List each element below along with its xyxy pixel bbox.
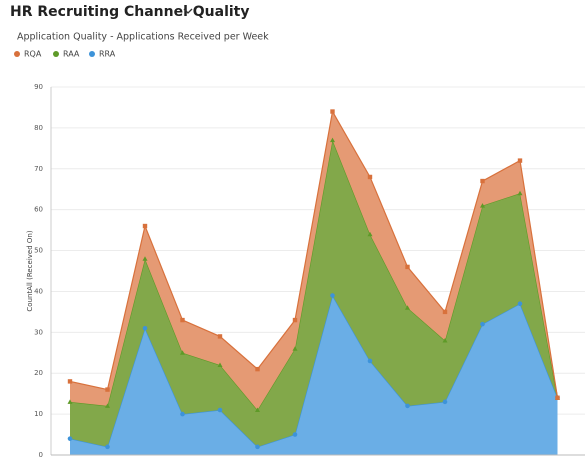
area <box>70 111 558 411</box>
marker <box>405 264 410 270</box>
marker <box>517 190 523 196</box>
area <box>70 140 558 447</box>
y-tick-label: 80 <box>34 124 43 132</box>
marker <box>67 399 73 404</box>
marker <box>330 137 335 143</box>
marker <box>555 395 560 400</box>
area-line <box>69 109 559 398</box>
legend-swatch <box>89 51 95 57</box>
area <box>70 295 558 455</box>
marker <box>367 174 373 180</box>
page-title: HR Recruiting Channel Quality <box>10 4 250 20</box>
marker <box>367 358 373 364</box>
legend-swatch <box>14 51 20 57</box>
title-chevron[interactable] <box>183 8 193 14</box>
marker <box>255 444 260 450</box>
marker <box>367 231 373 237</box>
marker <box>105 444 110 450</box>
marker <box>217 407 223 413</box>
marker <box>67 436 73 441</box>
chart-title: Application Quality - Applications Recei… <box>17 32 269 43</box>
y-axis-label: CountAll (Received On) <box>26 230 34 311</box>
marker <box>292 317 298 323</box>
marker <box>142 223 148 229</box>
marker <box>480 178 485 184</box>
marker <box>180 317 185 323</box>
marker <box>292 346 298 351</box>
marker <box>517 301 523 307</box>
y-tick-label: 20 <box>34 369 43 377</box>
y-tick-label: 50 <box>34 247 43 255</box>
y-tick-label: 70 <box>34 165 43 173</box>
y-tick-label: 10 <box>34 410 43 418</box>
marker <box>105 403 110 408</box>
marker <box>442 338 448 343</box>
y-tick-label: 60 <box>34 206 43 214</box>
y-tick-label: 0 <box>39 451 43 459</box>
legend-label: RRA <box>99 50 116 59</box>
marker <box>405 305 410 310</box>
marker <box>330 109 335 114</box>
marker <box>255 407 260 413</box>
marker <box>480 203 485 208</box>
marker <box>405 403 410 409</box>
marker <box>180 411 185 417</box>
marker <box>292 432 298 437</box>
marker <box>442 309 448 315</box>
legend-swatch <box>53 51 59 57</box>
marker <box>217 362 223 368</box>
y-tick-label: 30 <box>34 328 43 336</box>
marker <box>67 379 73 384</box>
y-tick-label: 90 <box>34 83 43 91</box>
legend-label: RAA <box>63 50 80 59</box>
marker <box>255 366 260 372</box>
marker <box>480 321 485 327</box>
marker <box>517 158 523 163</box>
marker <box>105 387 110 392</box>
marker <box>142 325 148 331</box>
marker <box>142 256 148 261</box>
legend-label: RQA <box>24 50 42 59</box>
marker <box>180 350 185 355</box>
y-tick-label: 40 <box>34 287 43 295</box>
marker <box>330 293 335 298</box>
marker <box>442 399 448 405</box>
marker <box>217 334 223 339</box>
